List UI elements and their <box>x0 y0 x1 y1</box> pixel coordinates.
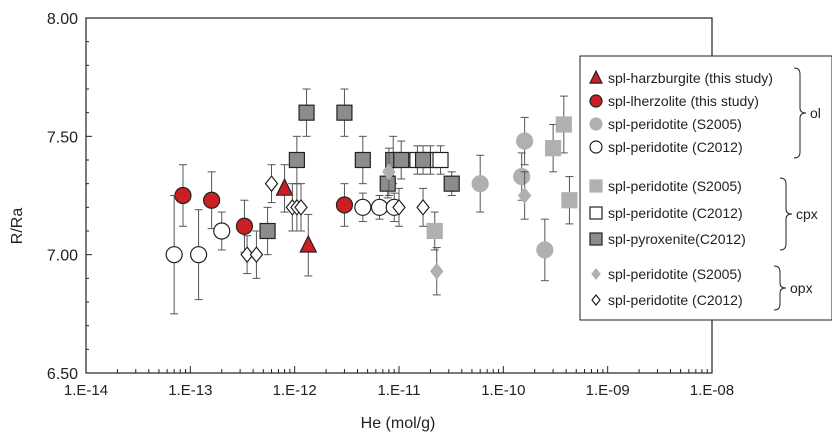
legend-marker <box>589 117 603 131</box>
series-group <box>240 164 430 279</box>
data-point <box>382 163 396 181</box>
data-point <box>393 151 410 169</box>
data-point <box>443 175 460 192</box>
data-point <box>392 198 406 216</box>
legend-entry-label: spl-peridotite (C2012) <box>608 205 743 221</box>
y-tick-label: 6.50 <box>47 366 78 383</box>
series-group <box>259 88 460 256</box>
y-axis-label: R/Ra <box>9 208 26 245</box>
data-point <box>165 246 183 264</box>
legend-marker <box>589 140 603 154</box>
legend-marker <box>591 294 601 306</box>
legend-marker <box>589 206 603 220</box>
data-point <box>294 198 308 216</box>
legend-entry-label: spl-peridotite (S2005) <box>608 266 742 282</box>
legend-entry-label: spl-peridotite (S2005) <box>608 116 742 132</box>
points-layer <box>165 88 578 315</box>
data-point <box>354 151 371 169</box>
x-tick-label: 1.E-10 <box>481 382 525 399</box>
x-tick-label: 1.E-09 <box>586 382 630 399</box>
legend-marker <box>589 179 603 193</box>
data-point <box>516 132 534 150</box>
data-point <box>513 167 531 186</box>
legend-entry-label: spl-pyroxenite(C2012) <box>608 231 746 247</box>
y-tick-label: 7.00 <box>47 248 78 265</box>
legend-entry-label: spl-peridotite (C2012) <box>608 292 743 308</box>
data-point <box>235 217 254 235</box>
data-point <box>288 151 305 169</box>
data-point <box>414 151 432 169</box>
x-tick-label: 1.E-14 <box>64 382 108 399</box>
legend-group-label: ol <box>810 105 821 121</box>
data-point <box>240 246 254 264</box>
legend-entry-label: spl-harzburgite (this study) <box>608 70 773 86</box>
legend-group-label: opx <box>790 280 813 296</box>
data-point <box>259 222 276 240</box>
y-tick-label: 7.50 <box>47 129 78 146</box>
data-point <box>517 187 532 204</box>
data-point <box>416 198 430 216</box>
data-point <box>426 222 443 240</box>
data-point <box>354 198 372 216</box>
x-tick-label: 1.E-13 <box>168 382 212 399</box>
legend-entry-label: spl-peridotite (C2012) <box>608 139 743 155</box>
legend-group-bracket <box>793 67 807 159</box>
data-point <box>249 246 264 264</box>
data-point <box>264 175 279 193</box>
legend-group-bracket <box>779 177 793 251</box>
x-axis-label: He (mol/g) <box>361 415 436 432</box>
axes-layer: 1.E-14 1.E-13 1.E-12 1.E-11 1.E-10 1.E-09 1.E-… <box>47 11 734 399</box>
series-group <box>275 164 318 277</box>
data-point <box>335 196 354 214</box>
legend-marker <box>589 94 603 108</box>
x-tick-label: 1.E-11 <box>377 382 420 399</box>
series-group <box>382 147 532 296</box>
data-point <box>561 192 578 209</box>
data-point <box>555 116 572 133</box>
legend-marker <box>589 232 603 246</box>
y-tick-label: 8.00 <box>47 11 78 28</box>
data-point <box>189 246 208 264</box>
series-group <box>426 95 578 251</box>
legend: spl-harzburgite (this study) spl-lherzoli… <box>579 55 832 321</box>
data-point <box>471 175 489 193</box>
legend-entry-label: spl-lherzolite (this study) <box>608 93 759 109</box>
data-point <box>432 151 449 169</box>
legend-marker <box>591 268 601 280</box>
legend-group-bracket <box>773 265 787 311</box>
legend-marker <box>589 69 603 84</box>
data-point <box>275 177 294 196</box>
data-point <box>213 222 231 240</box>
data-point <box>545 140 562 157</box>
data-point <box>429 262 444 280</box>
data-point <box>536 241 554 259</box>
data-point <box>370 198 389 216</box>
data-point <box>203 191 221 209</box>
data-point <box>336 104 353 121</box>
legend-group-label: cpx <box>796 206 818 222</box>
data-point <box>298 104 315 121</box>
legend-box <box>579 55 832 321</box>
series-group <box>174 164 354 253</box>
legend-entry-label: spl-peridotite (S2005) <box>608 178 742 194</box>
series-group <box>471 116 554 282</box>
data-point <box>299 234 318 253</box>
x-tick-label: 1.E-08 <box>690 382 734 399</box>
x-tick-label: 1.E-12 <box>273 382 317 399</box>
